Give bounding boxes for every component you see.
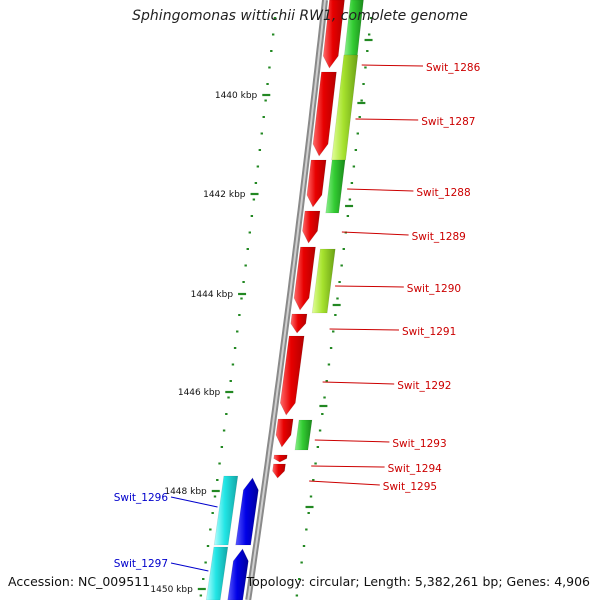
reverse-gene-arrow bbox=[235, 477, 259, 546]
backbone-highlight bbox=[247, 0, 326, 601]
reverse-gene-arrow bbox=[227, 548, 249, 601]
forward-gene-arrow bbox=[275, 418, 294, 448]
accession-label: Accession: NC_009511 bbox=[8, 574, 151, 589]
gene-label-swit_1295: Swit_1295 bbox=[383, 481, 437, 493]
gene-label-swit_1294: Swit_1294 bbox=[388, 463, 443, 475]
gene-leader-line bbox=[322, 381, 395, 385]
scale-label: 1444 kbp bbox=[191, 290, 234, 300]
forward-gene-arrow bbox=[279, 335, 305, 416]
forward-gene-arrow bbox=[306, 159, 327, 208]
gene-leader-line bbox=[329, 328, 400, 331]
scale-label: 1450 kbp bbox=[150, 585, 193, 595]
gene-leader-line bbox=[309, 480, 380, 486]
gene-label-swit_1286: Swit_1286 bbox=[426, 62, 481, 74]
feature-block-green bbox=[325, 159, 346, 214]
genome-summary: Topology: circular; Length: 5,382,261 bp… bbox=[246, 574, 590, 589]
gene-label-swit_1289: Swit_1289 bbox=[412, 231, 466, 243]
forward-gene-arrow bbox=[273, 454, 288, 463]
gene-leader-line bbox=[311, 465, 385, 468]
feature-block-lime bbox=[311, 248, 336, 314]
forward-gene-arrow bbox=[293, 246, 316, 311]
gene-leader-line bbox=[355, 118, 419, 121]
gene-label-swit_1297: Swit_1297 bbox=[114, 558, 168, 570]
gene-label-swit_1291: Swit_1291 bbox=[402, 326, 456, 338]
scale-label: 1448 kbp bbox=[164, 487, 207, 497]
forward-gene-arrow bbox=[312, 71, 337, 157]
gene-leader-line bbox=[347, 188, 414, 192]
scale-label: 1442 kbp bbox=[203, 190, 246, 200]
gene-leader-line bbox=[314, 439, 390, 443]
feature-block-cyan bbox=[213, 475, 239, 546]
genome-title: Sphingomonas wittichii RW1, complete gen… bbox=[132, 8, 468, 24]
gene-label-swit_1292: Swit_1292 bbox=[397, 380, 451, 392]
forward-gene-arrow bbox=[290, 313, 308, 334]
feature-block-green bbox=[294, 419, 313, 451]
gene-label-swit_1293: Swit_1293 bbox=[392, 438, 446, 450]
gene-leader-line bbox=[170, 562, 209, 572]
gene-leader-line bbox=[341, 231, 409, 236]
gene-leader-line bbox=[361, 64, 424, 67]
gene-label-swit_1287: Swit_1287 bbox=[421, 116, 475, 128]
gene-label-swit_1296: Swit_1296 bbox=[114, 492, 169, 504]
feature-block-cyan bbox=[205, 546, 229, 601]
gene-leader-line bbox=[170, 496, 218, 508]
scale-label: 1446 kbp bbox=[178, 388, 221, 398]
forward-gene-arrow bbox=[302, 210, 321, 244]
scale-label: 1440 kbp bbox=[215, 91, 258, 101]
gene-label-swit_1288: Swit_1288 bbox=[416, 187, 470, 199]
feature-block-lime bbox=[331, 54, 359, 161]
forward-gene-arrow bbox=[272, 463, 286, 479]
gene-label-swit_1290: Swit_1290 bbox=[407, 283, 461, 295]
gene-leader-line bbox=[335, 285, 404, 288]
forward-gene-arrow bbox=[322, 0, 345, 69]
